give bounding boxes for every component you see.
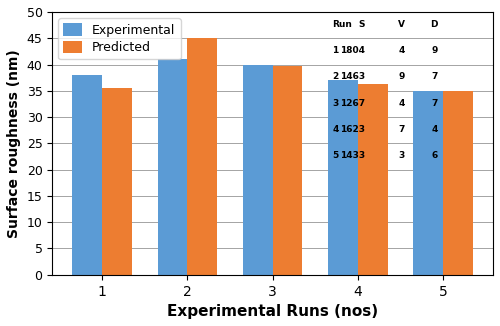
Text: 6: 6: [432, 151, 438, 160]
Text: 5: 5: [332, 151, 338, 160]
Text: 1623: 1623: [340, 125, 365, 134]
Text: S: S: [358, 20, 365, 29]
Text: 4: 4: [398, 46, 405, 55]
Bar: [243, 65, 272, 275]
Text: 4: 4: [332, 125, 338, 134]
Bar: [358, 84, 388, 275]
Text: 4: 4: [432, 125, 438, 134]
Text: 1267: 1267: [340, 99, 365, 108]
Text: 1433: 1433: [340, 151, 365, 160]
Text: 4: 4: [398, 99, 405, 108]
Text: 9: 9: [432, 46, 438, 55]
Text: 1463: 1463: [340, 72, 365, 82]
Bar: [443, 91, 473, 275]
Text: V: V: [398, 20, 405, 29]
Text: 1: 1: [332, 46, 338, 55]
X-axis label: Experimental Runs (nos): Experimental Runs (nos): [167, 304, 378, 319]
Text: 7: 7: [398, 125, 405, 134]
Legend: Experimental, Predicted: Experimental, Predicted: [58, 18, 180, 59]
Text: 7: 7: [432, 72, 438, 82]
Bar: [158, 59, 188, 275]
Bar: [414, 91, 443, 275]
Text: 9: 9: [398, 72, 405, 82]
Text: 1804: 1804: [340, 46, 365, 55]
Bar: [102, 88, 132, 275]
Text: 7: 7: [432, 99, 438, 108]
Text: D: D: [430, 20, 438, 29]
Text: 3: 3: [398, 151, 405, 160]
Bar: [272, 66, 302, 275]
Bar: [328, 80, 358, 275]
Bar: [188, 38, 217, 275]
Text: 3: 3: [332, 99, 338, 108]
Text: 2: 2: [332, 72, 338, 82]
Text: Run: Run: [332, 20, 352, 29]
Y-axis label: Surface roughness (nm): Surface roughness (nm): [7, 49, 21, 238]
Bar: [72, 75, 102, 275]
